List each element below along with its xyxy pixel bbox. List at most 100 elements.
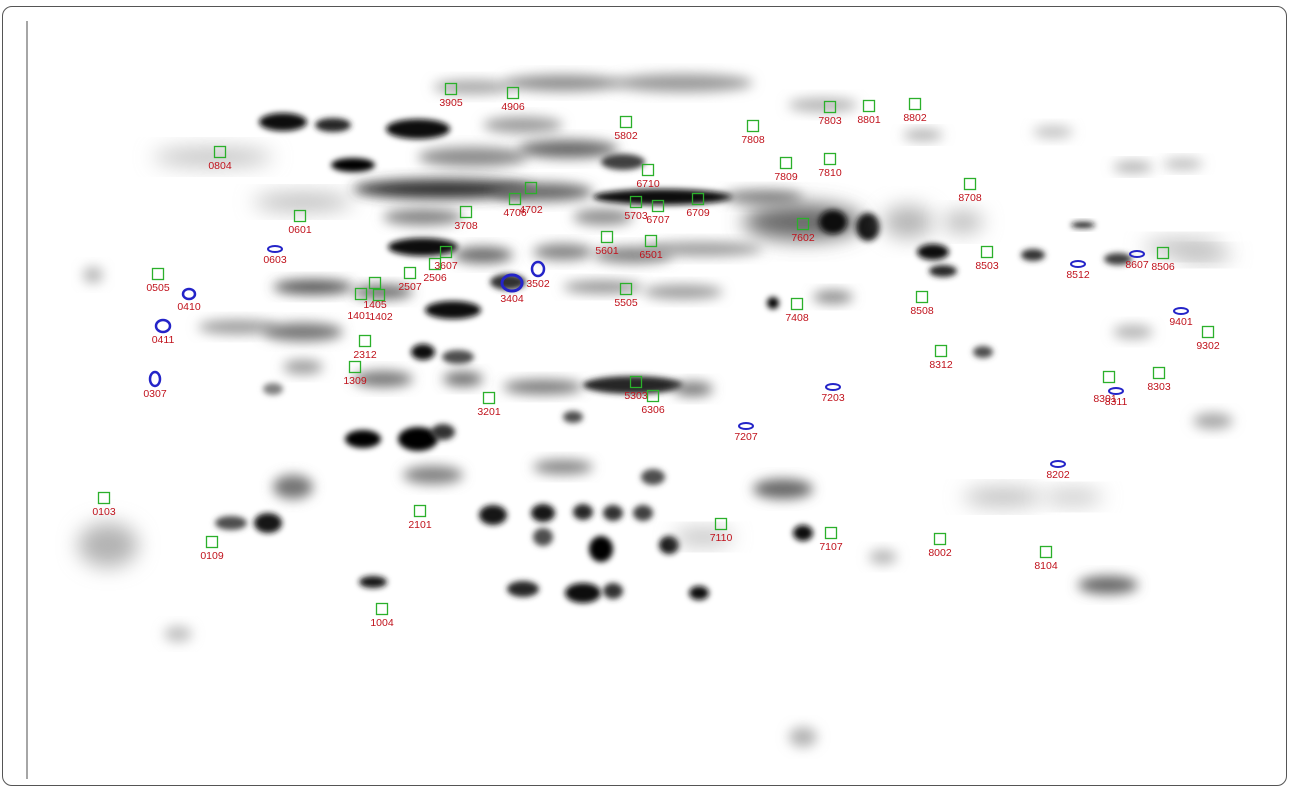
- spot-label: 7809: [774, 171, 798, 183]
- spot-box: [459, 205, 473, 219]
- gel-spot: [601, 154, 645, 170]
- gel-spot: [1071, 222, 1095, 228]
- spot-marker-3502: 3502: [526, 260, 550, 290]
- spot-box: [372, 288, 386, 302]
- spot-box: [213, 145, 227, 159]
- spot-box: [375, 602, 389, 616]
- spot-marker-0411: 0411: [152, 318, 175, 346]
- gel-spot: [603, 505, 623, 521]
- spot-label: 1402: [369, 311, 393, 323]
- spot-label: 0411: [152, 334, 175, 346]
- gel-spot: [819, 210, 847, 234]
- spot-marker-0804: 0804: [208, 145, 232, 172]
- spot-label: 8607: [1125, 259, 1149, 271]
- gel-spot: [263, 323, 343, 341]
- gel-spot: [573, 504, 593, 520]
- spot-ellipse: [1173, 307, 1189, 315]
- spot-box: [790, 297, 804, 311]
- gel-spot: [673, 382, 713, 396]
- spot-marker-1402: 1402: [369, 288, 393, 323]
- spot-label: 9302: [1196, 340, 1220, 352]
- gel-spot: [493, 183, 593, 201]
- spot-box: [933, 532, 947, 546]
- gel-spot: [490, 274, 526, 290]
- gel-spot: [443, 372, 483, 386]
- spot-label: 8708: [958, 192, 982, 204]
- spot-box: [641, 163, 655, 177]
- gel-spot: [353, 179, 533, 199]
- gel-spot: [533, 528, 553, 546]
- gel-spot: [1173, 249, 1233, 261]
- gel-spot: [83, 267, 103, 283]
- gel-spot: [603, 583, 623, 599]
- spot-marker-1309: 1309: [343, 360, 367, 387]
- spot-box: [629, 195, 643, 209]
- spot-label: 7110: [710, 532, 733, 544]
- spot-marker-2101: 2101: [408, 504, 432, 531]
- spot-label: 7602: [791, 232, 815, 244]
- gel-spot: [613, 74, 753, 92]
- spot-marker-6306: 6306: [641, 389, 665, 416]
- spot-label: 7207: [734, 431, 758, 443]
- spot-label: 0410: [177, 301, 201, 313]
- spot-label: 7107: [819, 541, 843, 553]
- gel-spot: [259, 113, 307, 131]
- spot-label: 2506: [423, 272, 447, 284]
- spot-box: [600, 230, 614, 244]
- spot-label: 5303: [624, 390, 648, 402]
- gel-spot: [1033, 126, 1073, 138]
- spot-box: [746, 119, 760, 133]
- spot-marker-3201: 3201: [477, 391, 501, 418]
- spot-marker-4906: 4906: [501, 86, 525, 113]
- spot-label: 2101: [408, 519, 432, 531]
- spot-box: [293, 209, 307, 223]
- spot-marker-9302: 9302: [1196, 325, 1220, 352]
- gel-spots: [78, 74, 1233, 747]
- spot-marker-7408: 7408: [785, 297, 809, 324]
- spot-marker-6501: 6501: [639, 234, 663, 261]
- spot-marker-1004: 1004: [370, 602, 394, 629]
- gel-spot: [869, 550, 897, 564]
- gel-spot: [431, 424, 455, 440]
- spot-label: 8312: [929, 359, 953, 371]
- spot-marker-0601: 0601: [288, 209, 312, 236]
- spot-label: 7810: [818, 167, 842, 179]
- spot-label: 8506: [1151, 261, 1175, 273]
- spot-marker-8301: 8301: [1093, 370, 1117, 405]
- gel-spot: [1078, 576, 1138, 594]
- spot-label: 6709: [686, 207, 710, 219]
- spot-ellipse: [530, 260, 546, 278]
- spot-marker-8002: 8002: [928, 532, 952, 559]
- spot-marker-3708: 3708: [454, 205, 478, 232]
- spot-marker-7110: 7110: [710, 517, 733, 544]
- spot-marker-7602: 7602: [791, 217, 815, 244]
- spot-ellipse: [148, 370, 162, 388]
- spot-label: 8301: [1093, 393, 1117, 405]
- spot-marker-0505: 0505: [146, 267, 170, 294]
- spot-label: 0505: [146, 282, 170, 294]
- spot-box: [403, 266, 417, 280]
- spot-label: 0109: [200, 550, 224, 562]
- gel-spot: [503, 75, 623, 91]
- gel-spot: [793, 525, 813, 541]
- spot-box: [619, 115, 633, 129]
- gel-spot: [507, 581, 539, 597]
- gel-spot: [253, 194, 353, 210]
- spot-ellipse: [1050, 460, 1066, 468]
- spot-label: 5802: [614, 130, 638, 142]
- spot-box: [963, 177, 977, 191]
- spot-label: 1405: [363, 299, 387, 311]
- gel-spot: [573, 209, 633, 225]
- spot-box: [428, 257, 442, 271]
- spot-marker-5601: 5601: [595, 230, 619, 257]
- spot-annotations: 3905 4906 5802 7808 7803 8801 8802 0804 6710 7809…: [92, 82, 1220, 629]
- gel-spot: [153, 148, 273, 166]
- spot-marker-8202: 8202: [1046, 460, 1070, 481]
- gel-spot: [273, 280, 353, 294]
- spot-label: 0307: [143, 388, 167, 400]
- spot-label: 1309: [343, 375, 367, 387]
- spot-marker-8303: 8303: [1147, 366, 1171, 393]
- gel-spot: [283, 360, 323, 374]
- gel-spot: [479, 505, 507, 525]
- spot-marker-8708: 8708: [958, 177, 982, 204]
